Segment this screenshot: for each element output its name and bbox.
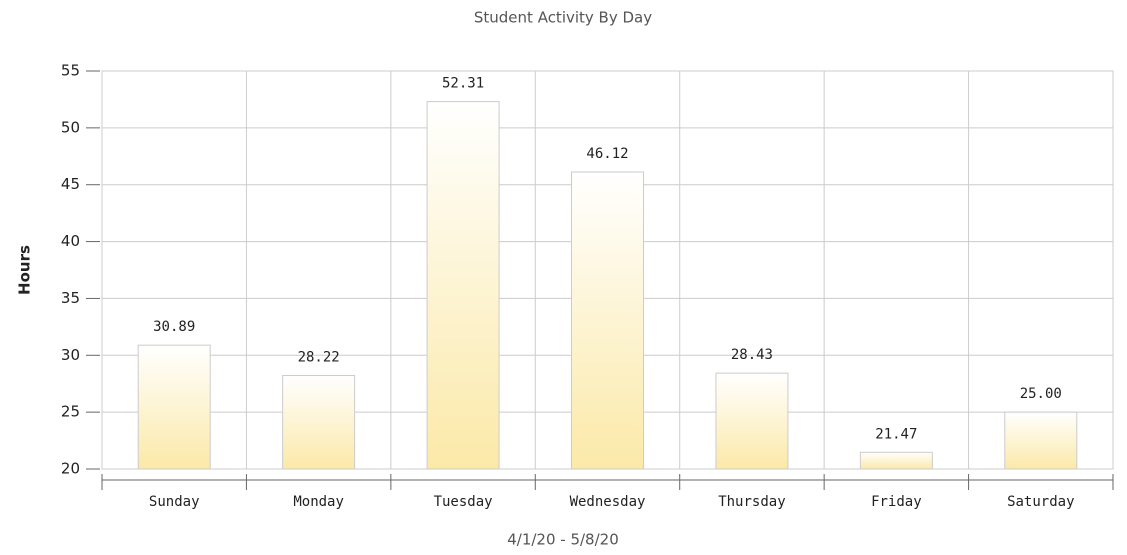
value-label: 30.89: [153, 319, 195, 335]
y-tick-label: 50: [61, 118, 80, 136]
bar: [137, 344, 211, 470]
bar: [282, 375, 356, 470]
y-tick-label: 30: [61, 346, 80, 364]
y-tick-label: 25: [61, 403, 80, 421]
value-label: 28.43: [731, 347, 773, 363]
x-tick-label: Friday: [871, 494, 922, 510]
y-tick-label: 40: [61, 232, 80, 250]
x-axis-label: 4/1/20 - 5/8/20: [507, 531, 619, 549]
x-tick-label: Tuesday: [434, 494, 493, 510]
bar: [1004, 411, 1078, 470]
value-label: 52.31: [442, 76, 484, 92]
value-label: 25.00: [1020, 386, 1062, 402]
value-label: 46.12: [586, 146, 628, 162]
y-tick-label: 20: [61, 460, 80, 478]
bar: [715, 372, 789, 470]
y-tick-label: 55: [61, 62, 80, 80]
y-axis-label: Hours: [16, 245, 34, 295]
chart-title: Student Activity By Day: [474, 9, 652, 27]
bar: [426, 101, 500, 470]
x-tick-label: Monday: [293, 494, 344, 510]
bar: [859, 451, 933, 470]
x-tick-label: Sunday: [149, 494, 200, 510]
y-tick-label: 35: [61, 289, 80, 307]
x-tick-label: Thursday: [718, 494, 785, 510]
x-tick-label: Saturday: [1007, 494, 1074, 510]
value-label: 28.22: [298, 350, 340, 366]
value-label: 21.47: [875, 426, 917, 442]
x-tick-label: Wednesday: [570, 494, 646, 510]
bar: [571, 171, 644, 470]
y-tick-label: 45: [61, 175, 80, 193]
